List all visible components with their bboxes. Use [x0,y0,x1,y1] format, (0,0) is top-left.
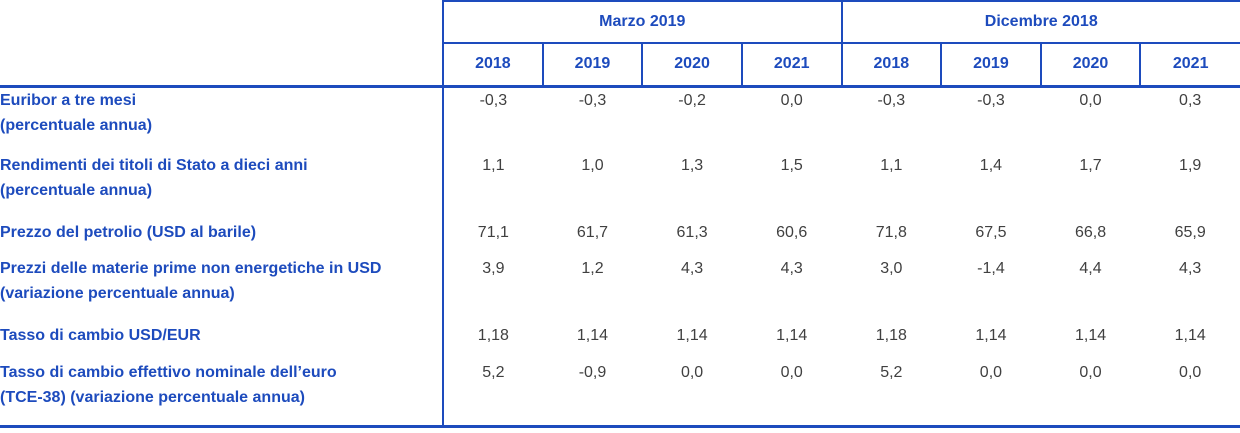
value-cell: 0,0 [941,360,1041,428]
value-cell: 0,0 [780,91,803,109]
year-header: 2021 [1140,43,1240,88]
value-cell: 65,9 [1174,224,1206,241]
value-cell: 67,5 [975,224,1007,241]
row-label-cambio-usd-eur: Tasso di cambio USD/EUR [0,323,445,360]
value-cell: 1,14 [1174,327,1206,344]
value-cell: 1,14 [776,327,808,344]
value-cell: 71,8 [875,224,907,241]
value-cell: 61,3 [676,224,708,241]
row-label-materie-prime: Prezzi delle materie prime non energetic… [0,256,445,323]
value-cell: 1,14 [1074,327,1107,344]
row-label-rendimenti: Rendimenti dei titoli di Stato a dieci a… [0,153,445,220]
value-cell: -0,2 [678,91,706,109]
value-cell: -0,3 [479,91,508,109]
table-row: Euribor a tre mesi (percentuale annua) -… [0,86,1240,153]
value-cell: 3,0 [880,260,903,277]
value-cell: 5,2 [443,360,543,428]
value-cell: -1,4 [977,260,1005,277]
year-header: 2018 [443,43,544,88]
value-cell: 3,9 [482,260,505,277]
row-label-line2: (variazione percentuale annua) [0,285,235,302]
group-header-marzo-2019: Marzo 2019 [443,0,843,44]
row-label-line1: Prezzo del petrolio (USD al barile) [0,224,257,241]
value-cell: 1,3 [680,157,704,174]
value-cell: -0,3 [877,91,906,109]
value-cell: 4,3 [780,260,803,277]
row-label-euribor: Euribor a tre mesi (percentuale annua) [0,86,445,153]
value-cell: 0,0 [1079,91,1102,109]
corner-spacer [0,1,445,88]
value-cell: 66,8 [1074,224,1107,241]
value-cell: 5,2 [841,360,942,428]
row-label-line1: Tasso di cambio effettivo nominale dell’… [0,364,337,381]
year-header: 2019 [542,43,644,88]
table-row: Prezzo del petrolio (USD al barile) 71,1… [0,220,1240,256]
value-cell: 71,1 [477,224,509,241]
value-cell: 0,0 [741,360,842,428]
table-row: Tasso di cambio effettivo nominale dell’… [0,360,1240,428]
value-cell: -0,3 [578,91,607,109]
row-label-line2: (TCE-38) (variazione percentuale annua) [0,389,305,406]
value-cell: 1,9 [1179,157,1202,174]
year-header: 2020 [642,43,743,88]
value-cell: 1,7 [1079,157,1102,174]
value-cell: 1,2 [581,260,604,277]
value-cell: 60,6 [776,224,808,241]
row-label-line1: Tasso di cambio USD/EUR [0,327,201,344]
value-cell: 1,0 [581,157,604,174]
row-label-line2: (percentuale annua) [0,116,153,134]
table-row: Tasso di cambio USD/EUR 1,18 1,14 1,14 1… [0,323,1240,360]
row-label-line1: Prezzi delle materie prime non energetic… [0,260,382,277]
group-header-dicembre-2018: Dicembre 2018 [841,0,1240,44]
row-label-line1: Euribor a tre mesi [0,91,137,109]
value-cell: 1,5 [780,157,803,174]
value-cell: -0,3 [977,91,1005,109]
value-cell: 0,0 [642,360,742,428]
value-cell: 1,18 [875,327,907,344]
value-cell: 1,4 [979,157,1003,174]
value-cell: 1,14 [975,327,1007,344]
value-cell: 1,14 [676,327,708,344]
row-label-line1: Rendimenti dei titoli di Stato a dieci a… [0,157,308,174]
year-header: 2018 [841,43,943,88]
value-cell: 1,1 [482,157,505,174]
row-label-line2: (percentuale annua) [0,182,153,199]
year-header: 2019 [941,43,1042,88]
value-cell: 0,0 [1140,360,1240,428]
year-header: 2020 [1040,43,1142,88]
row-label-petrolio: Prezzo del petrolio (USD al barile) [0,220,445,256]
value-cell: 0,0 [1040,360,1141,428]
value-cell: 0,3 [1179,91,1202,109]
value-cell: 1,18 [477,327,509,344]
value-cell: 4,3 [680,260,704,277]
value-cell: 61,7 [576,224,609,241]
value-cell: 4,3 [1179,260,1202,277]
table-row: Prezzi delle materie prime non energetic… [0,256,1240,323]
value-cell: 4,4 [1079,260,1102,277]
value-cell: 1,14 [576,327,609,344]
row-label-cambio-effettivo: Tasso di cambio effettivo nominale dell’… [0,360,445,428]
year-header: 2021 [741,43,843,88]
value-cell: -0,9 [542,360,643,428]
table-row: Rendimenti dei titoli di Stato a dieci a… [0,153,1240,220]
value-cell: 1,1 [880,157,903,174]
